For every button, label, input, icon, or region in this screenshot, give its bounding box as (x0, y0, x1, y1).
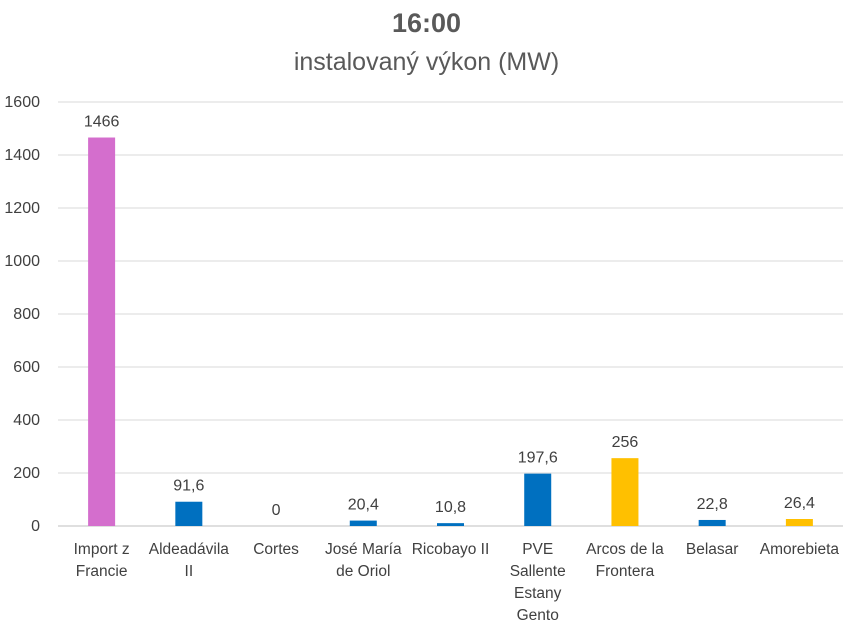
x-tick-label: Cortes (253, 541, 299, 558)
x-tick-label: Arcos de la (586, 541, 664, 558)
bar (175, 501, 203, 526)
x-tick-label: Belasar (686, 541, 739, 558)
bar (437, 523, 464, 526)
x-tick-label: Aldeadávila (149, 541, 230, 558)
y-tick-label: 800 (13, 306, 40, 323)
y-tick-label: 400 (13, 412, 40, 429)
data-label: 10,8 (435, 499, 466, 516)
x-tick-label: de Oriol (336, 563, 390, 580)
x-tick-label: II (185, 563, 194, 580)
data-label: 0 (272, 502, 281, 519)
x-tick-label: Francie (76, 563, 128, 580)
y-tick-label: 1600 (4, 94, 40, 111)
x-tick-label: PVE (522, 541, 553, 558)
chart-title: 16:00 (391, 8, 462, 38)
y-tick-label: 1200 (4, 200, 40, 217)
x-tick-label: José María (325, 541, 402, 558)
x-tick-label: Estany (514, 585, 562, 602)
data-label: 20,4 (348, 497, 379, 514)
y-tick-label: 200 (13, 465, 40, 482)
y-tick-label: 0 (31, 518, 40, 535)
data-label: 22,8 (697, 496, 728, 513)
data-label: 91,6 (173, 478, 204, 495)
bar (349, 520, 377, 526)
x-tick-label: Sallente (510, 563, 566, 580)
bar (785, 519, 813, 526)
bar (524, 473, 552, 526)
data-label: 256 (612, 434, 639, 451)
x-tick-label: Frontera (596, 563, 655, 580)
y-tick-label: 1000 (4, 253, 40, 270)
data-label: 1466 (84, 114, 120, 131)
x-tick-label: Import z (74, 541, 130, 558)
x-tick-label: Amorebieta (760, 541, 840, 558)
data-label: 26,4 (784, 495, 815, 512)
bar (611, 458, 639, 526)
x-tick-label: Ricobayo II (412, 541, 490, 558)
bar (698, 519, 726, 526)
y-tick-label: 1400 (4, 147, 40, 164)
chart-subtitle: instalovaný výkon (MW) (293, 48, 560, 76)
x-tick-label: Gento (517, 607, 559, 624)
bar (88, 137, 116, 526)
data-label: 197,6 (518, 450, 558, 467)
y-tick-label: 600 (13, 359, 40, 376)
